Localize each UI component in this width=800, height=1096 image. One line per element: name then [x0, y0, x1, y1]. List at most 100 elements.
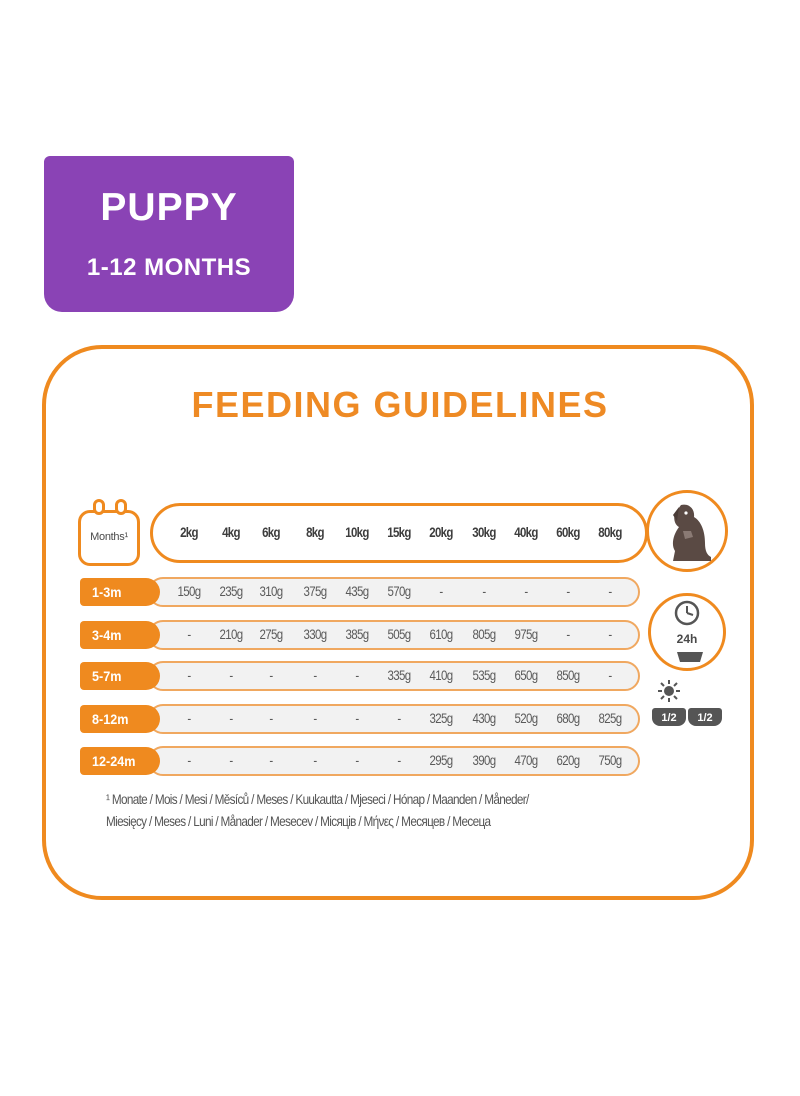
table-cell: -	[566, 583, 570, 599]
footnote-line-2: Miesięcy / Meses / Luni / Månader / Mese…	[106, 813, 491, 829]
table-row	[148, 746, 640, 776]
daily-amount-badge: 24h	[648, 593, 726, 671]
panel-title: FEEDING GUIDELINES	[191, 384, 609, 425]
age-text: 5-7m	[92, 668, 122, 684]
evening-portion: 1/2	[688, 708, 722, 726]
table-cell: -	[313, 710, 317, 726]
table-cell: -	[269, 710, 273, 726]
table-cell: 275g	[259, 626, 284, 642]
bowl-icon	[677, 652, 703, 662]
table-cell: 410g	[429, 667, 454, 683]
table-cell: 330g	[303, 626, 328, 642]
table-cell: -	[397, 710, 401, 726]
table-cell: 825g	[598, 710, 623, 726]
table-row	[148, 620, 640, 650]
table-cell: 385g	[345, 626, 370, 642]
table-cell: -	[482, 583, 486, 599]
weight-label: 60kg	[556, 524, 580, 540]
table-cell: 650g	[514, 667, 539, 683]
table-cell: -	[608, 626, 612, 642]
daily-label: 24h	[676, 632, 698, 646]
badge-title: PUPPY	[100, 186, 238, 229]
months-footnote: ¹ Monate / Mois / Mesi / Měsíců / Meses …	[106, 788, 576, 832]
weight-label: 15kg	[387, 524, 411, 540]
age-label: 12-24m	[80, 747, 160, 775]
table-cell: 505g	[387, 626, 412, 642]
weight-label: 6kg	[262, 524, 280, 540]
clock-icon	[674, 600, 700, 626]
table-cell: 750g	[598, 752, 623, 768]
table-cell: -	[355, 752, 359, 768]
table-cell: 570g	[387, 583, 412, 599]
weight-label: 10kg	[345, 524, 369, 540]
table-cell: -	[229, 710, 233, 726]
table-cell: -	[397, 752, 401, 768]
table-cell: -	[313, 667, 317, 683]
table-cell: 680g	[556, 710, 581, 726]
table-cell: 210g	[219, 626, 244, 642]
age-text: 3-4m	[92, 627, 122, 643]
table-cell: 805g	[472, 626, 497, 642]
table-cell: 470g	[514, 752, 539, 768]
weight-label: 20kg	[429, 524, 453, 540]
moon-icon	[700, 681, 710, 701]
morning-portion: 1/2	[652, 708, 686, 726]
sun-icon	[658, 680, 680, 702]
table-cell: -	[187, 752, 191, 768]
table-cell: -	[566, 626, 570, 642]
meal-split: 1/2 1/2	[650, 678, 730, 738]
table-cell: -	[313, 752, 317, 768]
table-cell: 375g	[303, 583, 328, 599]
table-row	[148, 577, 640, 607]
table-cell: 620g	[556, 752, 581, 768]
age-text: 8-12m	[92, 711, 129, 727]
table-cell: 435g	[345, 583, 370, 599]
age-text: 1-3m	[92, 584, 122, 600]
table-cell: -	[269, 667, 273, 683]
table-cell: -	[187, 626, 191, 642]
table-cell: 235g	[219, 583, 244, 599]
table-row	[148, 704, 640, 734]
table-row	[148, 661, 640, 691]
table-cell: 335g	[387, 667, 412, 683]
age-label: 8-12m	[80, 705, 160, 733]
dog-badge	[646, 490, 728, 572]
puppy-badge: PUPPY 1-12 MONTHS	[44, 156, 294, 312]
table-cell: -	[187, 667, 191, 683]
age-label: 1-3m	[80, 578, 160, 606]
table-cell: -	[524, 583, 528, 599]
age-label: 5-7m	[80, 662, 160, 690]
table-cell: -	[355, 710, 359, 726]
table-cell: -	[355, 667, 359, 683]
weight-label: 30kg	[472, 524, 496, 540]
table-cell: -	[269, 752, 273, 768]
weight-label: 40kg	[514, 524, 538, 540]
table-cell: -	[608, 583, 612, 599]
footnote-line-1: ¹ Monate / Mois / Mesi / Měsíců / Meses …	[106, 791, 529, 807]
table-cell: 850g	[556, 667, 581, 683]
table-cell: -	[439, 583, 443, 599]
age-text: 12-24m	[92, 753, 136, 769]
table-cell: 520g	[514, 710, 539, 726]
weight-label: 4kg	[222, 524, 240, 540]
months-label: Months¹	[90, 531, 128, 543]
table-cell: 430g	[472, 710, 497, 726]
table-cell: -	[608, 667, 612, 683]
table-cell: 150g	[177, 583, 202, 599]
table-cell: 310g	[259, 583, 284, 599]
badge-subtitle: 1-12 MONTHS	[86, 254, 252, 281]
table-cell: 390g	[472, 752, 497, 768]
age-label: 3-4m	[80, 621, 160, 649]
table-cell: 975g	[514, 626, 539, 642]
weight-label: 8kg	[306, 524, 324, 540]
weight-label: 2kg	[180, 524, 198, 540]
table-cell: 325g	[429, 710, 454, 726]
table-cell: 535g	[472, 667, 497, 683]
table-cell: 610g	[429, 626, 454, 642]
table-cell: -	[229, 667, 233, 683]
dog-icon	[672, 504, 711, 561]
weights-header	[150, 503, 648, 563]
table-cell: -	[229, 752, 233, 768]
table-cell: 295g	[429, 752, 454, 768]
table-cell: -	[187, 710, 191, 726]
